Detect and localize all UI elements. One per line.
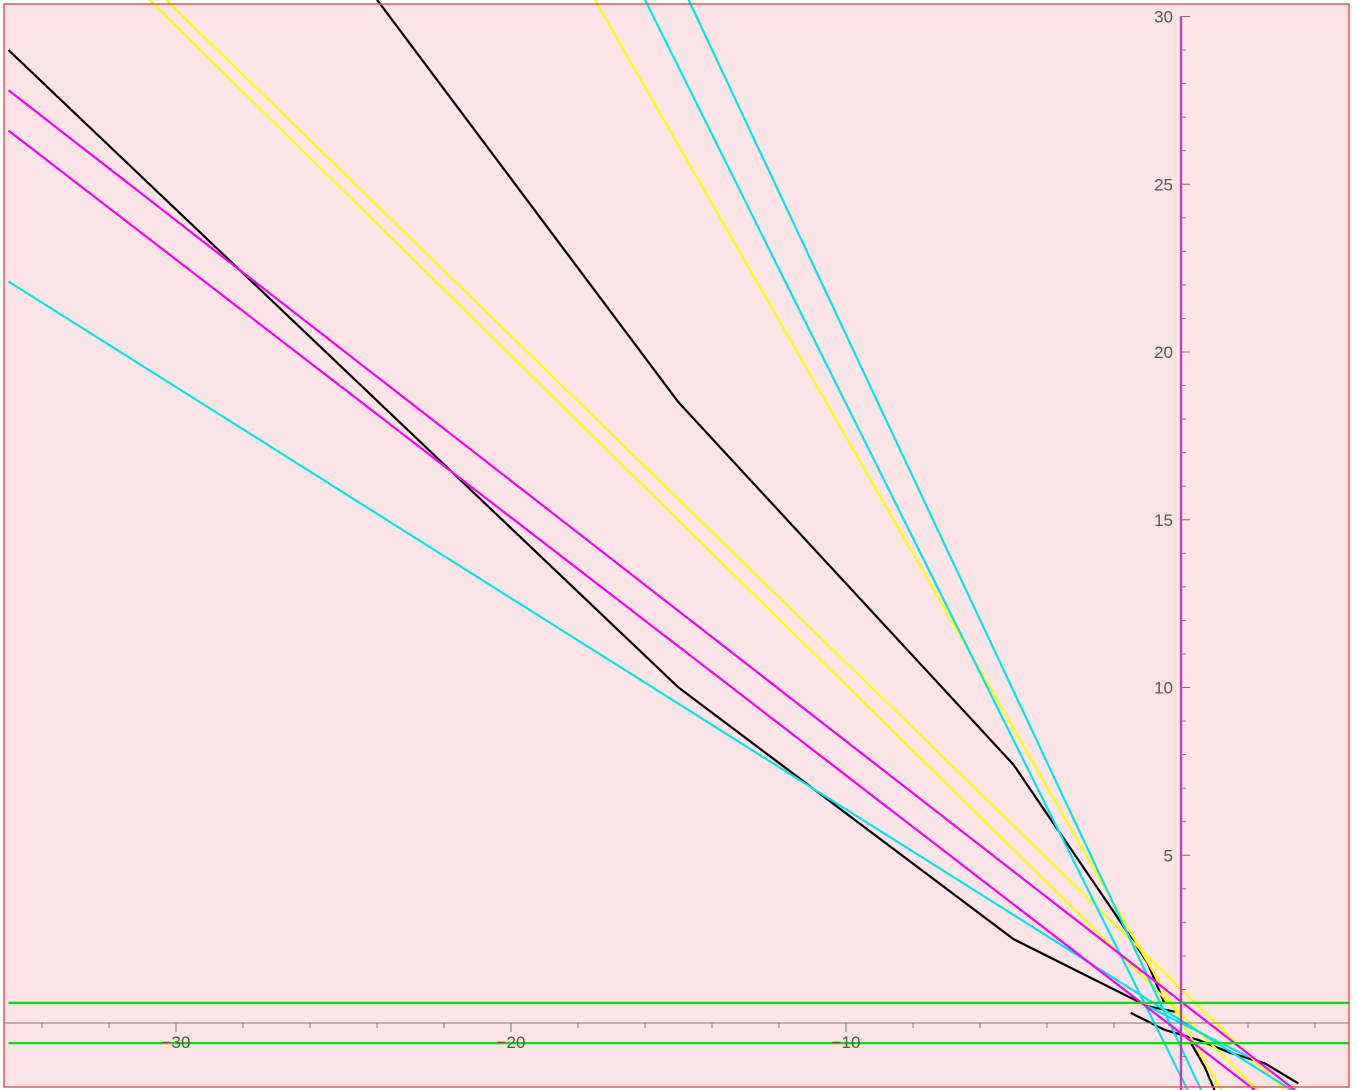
series-line-13	[7, 129, 1256, 1090]
series-line-1	[7, 49, 1182, 1014]
series-line-4	[1190, 1042, 1216, 1090]
series-line-5	[148, 0, 1259, 1090]
y-tick-label: 30	[1154, 8, 1173, 27]
series-line-11	[1147, 1005, 1249, 1058]
plot-frame	[3, 3, 1350, 1088]
x-tick-label: −10	[832, 1033, 861, 1052]
plot-background	[4, 4, 1349, 1087]
axes-layer	[4, 16, 1349, 1090]
series-line-2	[376, 0, 1166, 1004]
series-line-9	[687, 0, 1203, 1090]
series-line-12	[7, 89, 1296, 1090]
series-line-10	[7, 280, 1293, 1090]
x-tick-label: −30	[162, 1033, 191, 1052]
tick-labels-layer: −30 −20 −10 5 10 15 20 25 30	[162, 8, 1173, 1053]
y-tick-label: 25	[1154, 175, 1173, 194]
x-tick-label: −20	[497, 1033, 526, 1052]
y-tick-label: 15	[1154, 511, 1173, 530]
y-tick-label: 10	[1154, 679, 1173, 698]
y-tick-label: 20	[1154, 343, 1173, 362]
y-tick-label: 5	[1164, 846, 1173, 865]
series-line-8	[644, 0, 1189, 1090]
